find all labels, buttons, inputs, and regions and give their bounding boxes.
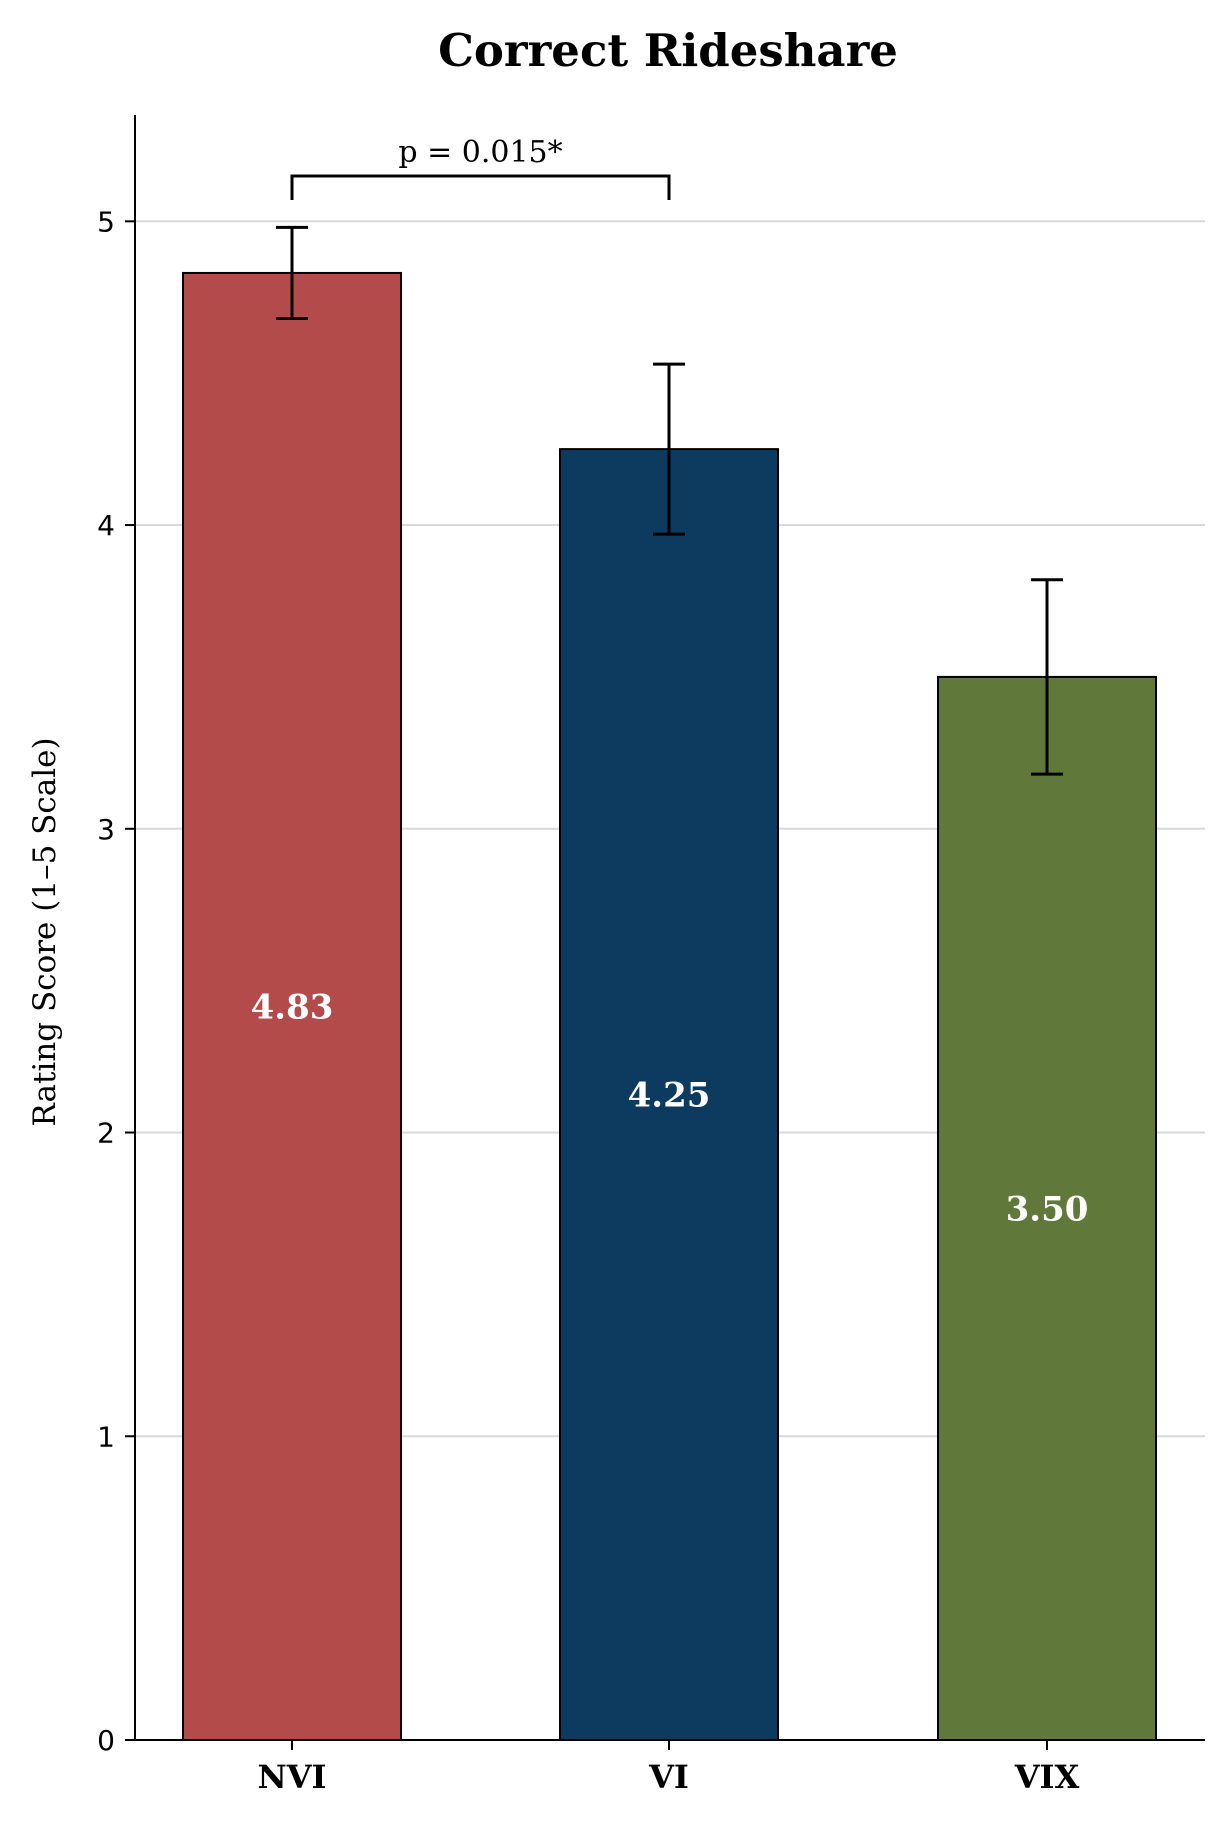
value-labels-layer: 4.83 4.25 3.50	[251, 987, 1089, 1229]
y-ticks-layer: 0 1 2 3 4 5	[97, 205, 135, 1757]
y-tick-label: 4	[97, 509, 115, 542]
x-tick-label-vix: VIX	[1014, 1758, 1080, 1796]
value-label-vi: 4.25	[628, 1076, 711, 1116]
y-tick-label: 2	[97, 1117, 115, 1150]
significance-bracket	[290, 174, 671, 200]
error-bars-layer	[276, 225, 1063, 776]
x-ticks-layer: NVI VI VIX	[257, 1740, 1079, 1796]
y-tick-label: 3	[97, 813, 115, 846]
x-tick-label-vi: VI	[648, 1758, 689, 1796]
bars-layer	[182, 271, 1157, 1741]
bar-nvi	[182, 271, 402, 1741]
y-axis-label: Rating Score (1–5 Scale)	[27, 737, 63, 1126]
x-tick-label-nvi: NVI	[257, 1758, 326, 1796]
value-label-nvi: 4.83	[251, 987, 334, 1027]
bar-vi	[559, 448, 779, 1741]
y-tick-label: 5	[97, 205, 115, 238]
value-label-vix: 3.50	[1006, 1189, 1089, 1229]
y-tick-label: 0	[97, 1724, 115, 1757]
significance-annotation: p = 0.015*	[290, 135, 671, 200]
significance-label: p = 0.015*	[398, 135, 562, 170]
y-tick-label: 1	[97, 1420, 115, 1453]
bar-vix	[937, 675, 1157, 1741]
chart-title: Correct Rideshare	[438, 24, 898, 77]
